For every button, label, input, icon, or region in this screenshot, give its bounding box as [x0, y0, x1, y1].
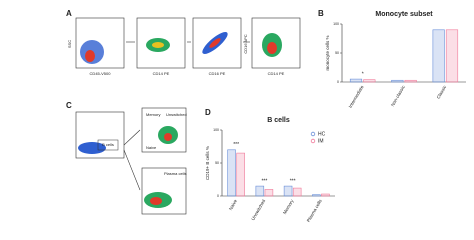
- bar: [292, 187, 302, 197]
- x-tick-label: Classic: [436, 84, 448, 100]
- legend-swatch: [310, 131, 316, 137]
- y-tick-label: 50: [335, 51, 339, 55]
- bar: [349, 78, 363, 83]
- y-tick-label: 100: [213, 128, 219, 132]
- y-tick-label: 0: [217, 194, 219, 198]
- y-axis-label: monocyte cells %: [325, 35, 330, 70]
- legend-swatch: [310, 138, 316, 144]
- flow-label: CD45-V500: [90, 71, 112, 76]
- flow-label: CD14 PE: [268, 71, 285, 76]
- flow-label: CD16 APC: [243, 34, 248, 53]
- bar: [321, 193, 330, 197]
- bar: [236, 152, 245, 197]
- bar: [363, 79, 376, 83]
- bar: [391, 79, 404, 83]
- bar: [312, 194, 321, 197]
- panel-letter: B: [318, 9, 324, 18]
- flow-label: Naive: [146, 145, 157, 150]
- annotation: ***: [290, 178, 296, 184]
- legend-label: IM: [318, 138, 324, 144]
- flow-label: CD14 PE: [153, 71, 170, 76]
- bar: [283, 185, 293, 197]
- flow-label: Unswitched: [166, 112, 187, 117]
- panel-letter: A: [66, 9, 72, 18]
- panel-letter: D: [205, 108, 211, 117]
- figure: A B C D SSC CD45-V500 CD14 PE CD16 PE CD: [66, 9, 466, 223]
- flow-label: SSC: [67, 40, 72, 48]
- annotation: ***: [233, 142, 239, 148]
- bar: [404, 79, 417, 83]
- x-tick-label: Plasma cells: [306, 198, 323, 223]
- y-tick-label: 50: [215, 161, 219, 165]
- legend-label: HC: [318, 131, 326, 137]
- flow-label: B cells: [102, 142, 114, 147]
- bar: [264, 189, 274, 197]
- flow-label: CD16 PE: [209, 71, 226, 76]
- x-tick-label: Non-classic: [390, 84, 406, 107]
- x-tick-label: Naive: [228, 198, 238, 211]
- x-tick-label: Intermediate: [348, 84, 365, 109]
- annotation: ***: [261, 178, 267, 184]
- flow-label: Memory: [146, 112, 160, 117]
- y-tick-label: 0: [337, 80, 339, 84]
- bar: [227, 149, 236, 197]
- y-tick-label: 100: [333, 22, 339, 26]
- x-tick-label: Memory: [282, 198, 295, 215]
- y-axis-label: CD19+ B cells %: [205, 146, 210, 180]
- bar: [445, 29, 459, 83]
- chart-title: B cells: [267, 117, 290, 124]
- bar: [255, 185, 265, 197]
- flow-label: Plasma cells: [164, 171, 186, 176]
- annotation: *: [362, 71, 364, 77]
- x-tick-label: Unswitched: [250, 198, 266, 221]
- bar: [432, 29, 445, 83]
- panel-letter: C: [66, 101, 72, 110]
- flow-plots: SSC CD45-V500 CD14 PE CD16 PE CD14 PE CD…: [67, 17, 301, 215]
- chart-title: Monocyte subset: [375, 11, 433, 18]
